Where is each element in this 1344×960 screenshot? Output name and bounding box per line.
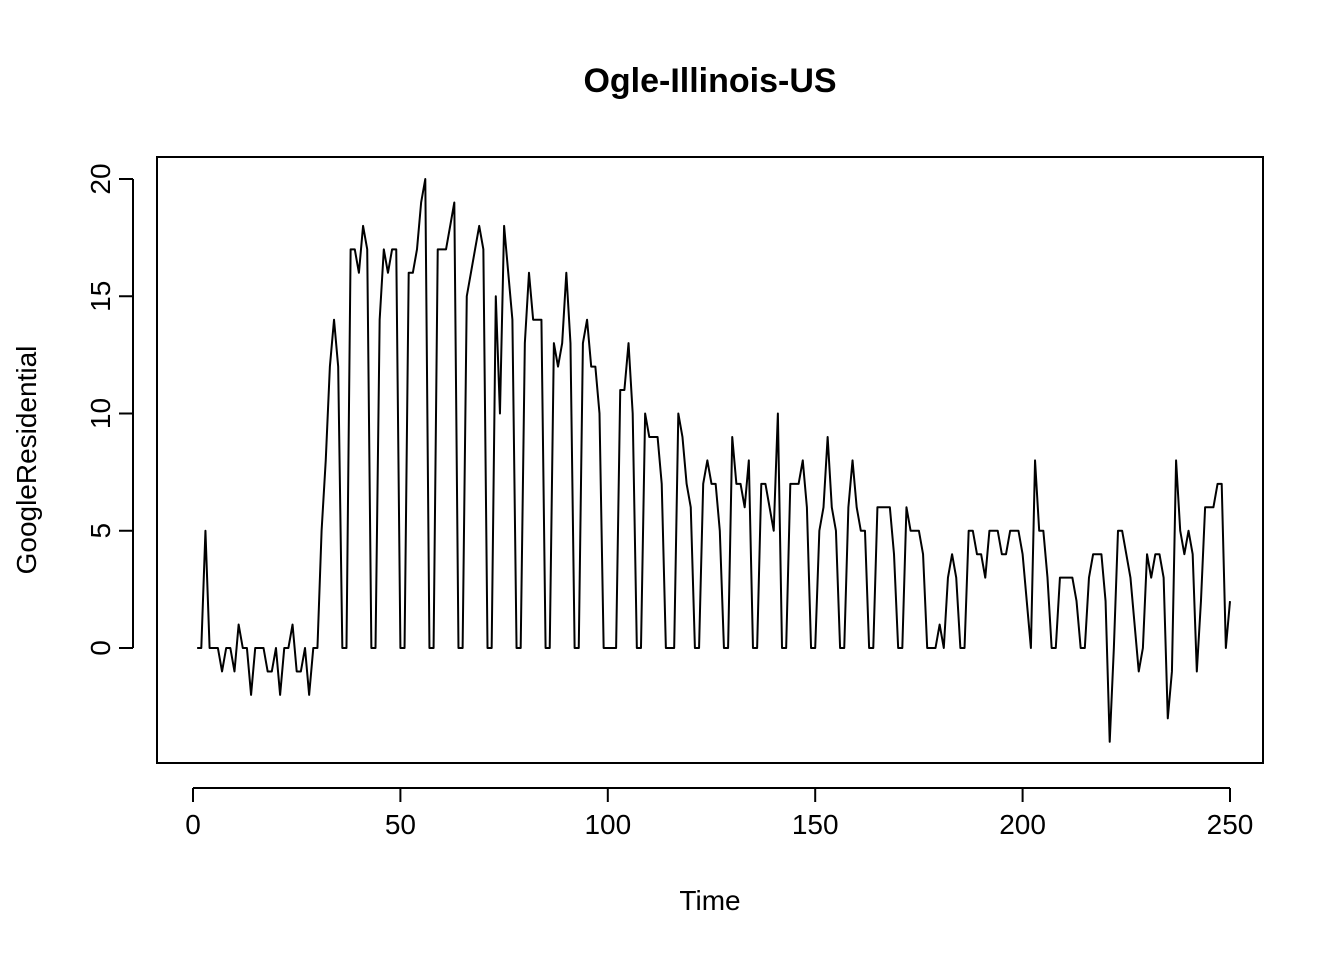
y-axis-label: GoogleResidential: [11, 346, 42, 575]
x-tick-label: 200: [999, 809, 1046, 840]
y-tick-label: 20: [85, 163, 116, 194]
x-axis-label: Time: [679, 885, 740, 916]
x-tick-label: 250: [1207, 809, 1254, 840]
y-tick-label: 10: [85, 398, 116, 429]
series-line: [197, 178, 1231, 743]
y-tick-label: 15: [85, 281, 116, 312]
y-tick-label: 0: [85, 640, 116, 656]
plot-frame: [156, 156, 1264, 764]
x-tick-label: 0: [185, 809, 201, 840]
y-tick-label: 5: [85, 523, 116, 539]
x-tick-label: 50: [385, 809, 416, 840]
x-axis: 0 50 100 150 200 250: [185, 787, 1254, 840]
x-tick-label: 100: [584, 809, 631, 840]
y-axis: 0 5 10 15 20: [85, 163, 134, 656]
x-tick-label: 150: [792, 809, 839, 840]
chart-title: Ogle-Illinois-US: [583, 62, 836, 100]
